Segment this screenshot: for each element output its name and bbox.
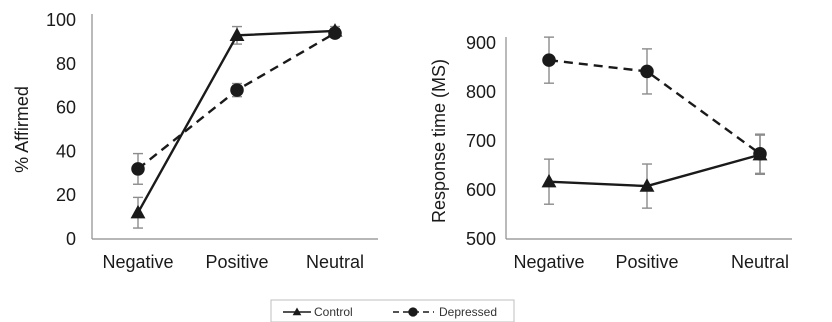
- data-point-depressed: [328, 26, 342, 40]
- series-line-control: [136, 29, 336, 214]
- y-axis-title: Response time (MS): [429, 59, 449, 223]
- data-point-depressed: [753, 146, 767, 161]
- y-tick-label: 60: [56, 98, 76, 118]
- legend-marker-control: [292, 307, 302, 316]
- x-tick-label: Positive: [205, 252, 268, 272]
- series-line-depressed: [137, 32, 336, 170]
- y-axis-title: % Affirmed: [12, 86, 32, 173]
- y-tick-label: 500: [466, 229, 496, 249]
- y-tick-label: 800: [466, 82, 496, 102]
- legend-label-control: Control: [314, 305, 353, 319]
- y-tick-label: 100: [46, 10, 76, 30]
- data-point-control: [639, 178, 655, 192]
- x-tick-label: Negative: [513, 252, 584, 272]
- y-tick-label: 20: [56, 185, 76, 205]
- y-tick-label: 0: [66, 229, 76, 249]
- x-tick-label: Neutral: [306, 252, 364, 272]
- x-tick-label: Positive: [615, 252, 678, 272]
- data-point-control: [130, 204, 146, 219]
- series-line-depressed: [548, 58, 761, 155]
- y-tick-label: 700: [466, 131, 496, 151]
- legend: Control Depressed: [270, 299, 515, 322]
- data-point-control: [541, 173, 557, 188]
- data-point-depressed: [542, 53, 556, 67]
- data-point-control: [229, 27, 245, 41]
- data-point-depressed: [640, 64, 654, 79]
- y-tick-label: 600: [466, 180, 496, 200]
- x-tick-label: Neutral: [731, 252, 789, 272]
- y-tick-label: 80: [56, 54, 76, 74]
- series-line-control: [548, 153, 761, 188]
- x-tick-label: Negative: [102, 252, 173, 272]
- data-point-depressed: [131, 162, 145, 176]
- y-tick-label: 900: [466, 33, 496, 53]
- y-tick-label: 40: [56, 141, 76, 161]
- legend-box: [270, 299, 515, 322]
- data-point-depressed: [230, 83, 244, 97]
- legend-label-depressed: Depressed: [439, 305, 497, 319]
- chart-panel-2: 500 600 700 800 900 Negative Positive Neutral Re…: [429, 33, 792, 272]
- chart-panel-1: 0 20 40 60 80 100 Negative Positive Neutral % Aff…: [12, 10, 378, 272]
- legend-marker-depressed: [408, 307, 418, 317]
